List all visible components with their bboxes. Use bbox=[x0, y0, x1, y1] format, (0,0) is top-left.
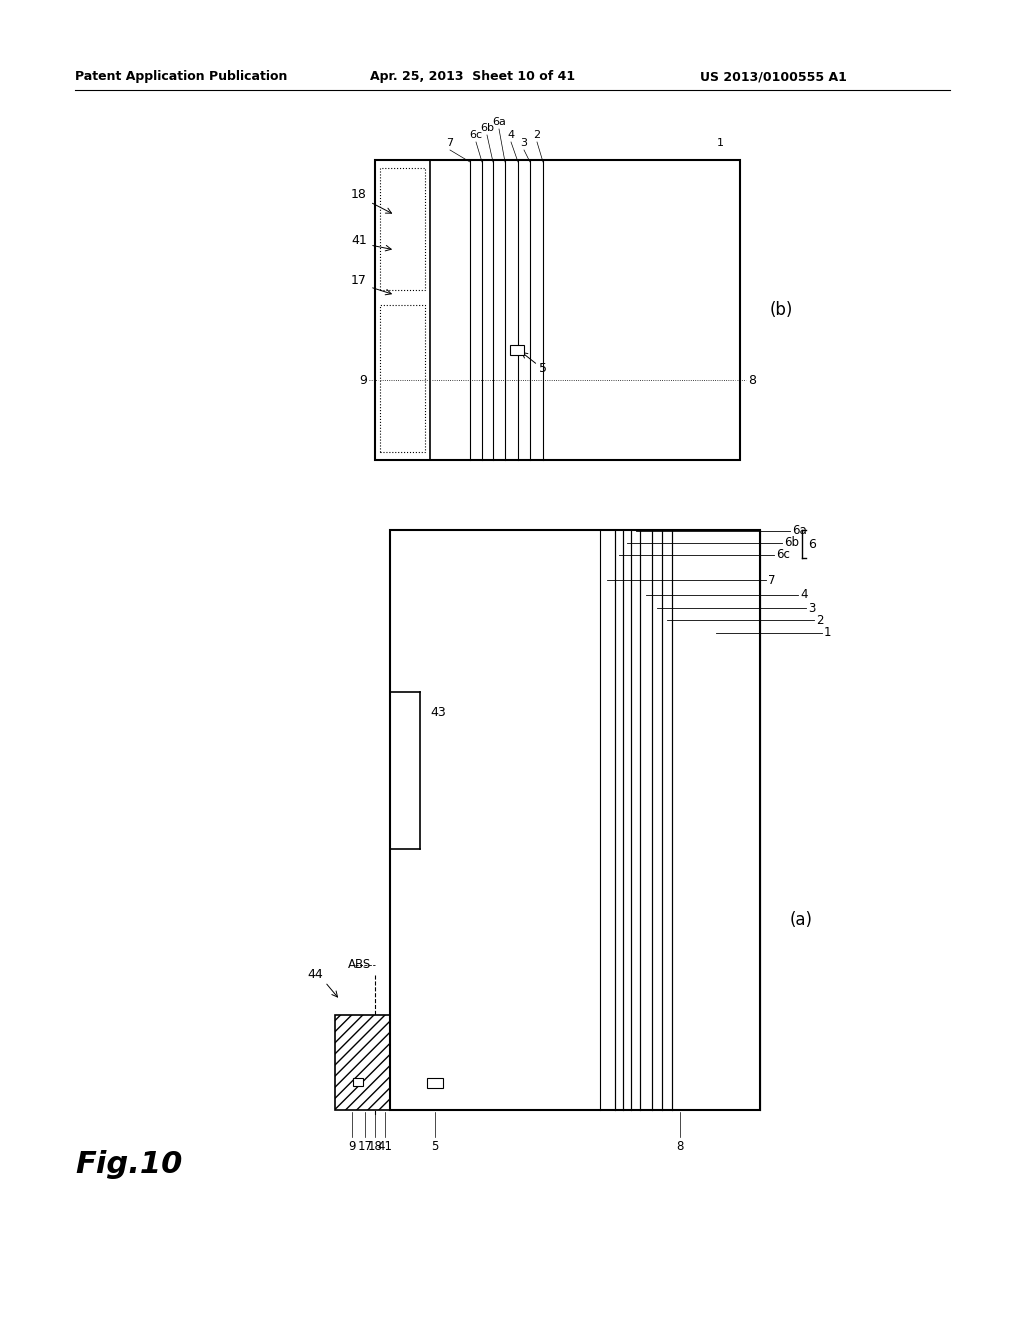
Text: 18: 18 bbox=[351, 189, 367, 202]
Bar bbox=[335, 1015, 390, 1110]
Bar bbox=[662, 531, 672, 1110]
Text: 1: 1 bbox=[824, 627, 831, 639]
Text: 9: 9 bbox=[348, 1140, 355, 1152]
Bar bbox=[672, 531, 760, 1110]
Text: 41: 41 bbox=[351, 234, 367, 247]
Text: 2: 2 bbox=[816, 614, 823, 627]
Text: 8: 8 bbox=[676, 1140, 684, 1152]
Text: 17: 17 bbox=[357, 1140, 373, 1152]
Text: 7: 7 bbox=[446, 139, 454, 148]
Text: (a): (a) bbox=[790, 911, 813, 929]
Bar bbox=[600, 531, 615, 1110]
Text: 2: 2 bbox=[534, 129, 541, 140]
Bar bbox=[390, 531, 760, 1110]
Bar bbox=[390, 531, 760, 1110]
Bar bbox=[380, 168, 425, 290]
Bar bbox=[652, 531, 662, 1110]
Text: 5: 5 bbox=[539, 362, 547, 375]
Text: 43: 43 bbox=[430, 705, 445, 718]
Text: 7: 7 bbox=[768, 573, 775, 586]
Bar bbox=[510, 345, 524, 355]
Text: 3: 3 bbox=[808, 602, 815, 615]
Text: 8: 8 bbox=[748, 374, 756, 387]
Text: 9: 9 bbox=[359, 374, 367, 387]
Bar bbox=[427, 1078, 443, 1088]
Bar bbox=[640, 531, 652, 1110]
Text: 5: 5 bbox=[431, 1140, 438, 1152]
Bar bbox=[623, 531, 631, 1110]
Text: 6b: 6b bbox=[784, 536, 799, 549]
Text: Patent Application Publication: Patent Application Publication bbox=[75, 70, 288, 83]
Bar bbox=[353, 1078, 362, 1086]
Text: 6b: 6b bbox=[480, 123, 494, 133]
Text: ABS: ABS bbox=[348, 958, 371, 972]
Text: US 2013/0100555 A1: US 2013/0100555 A1 bbox=[700, 70, 847, 83]
Text: (b): (b) bbox=[770, 301, 794, 319]
Text: 4: 4 bbox=[508, 129, 515, 140]
Text: 6c: 6c bbox=[776, 549, 790, 561]
Bar bbox=[380, 305, 425, 451]
Bar bbox=[390, 692, 420, 849]
Text: 18: 18 bbox=[368, 1140, 382, 1152]
Text: 3: 3 bbox=[520, 139, 527, 148]
Text: 6a: 6a bbox=[792, 524, 807, 537]
Text: Apr. 25, 2013  Sheet 10 of 41: Apr. 25, 2013 Sheet 10 of 41 bbox=[370, 70, 575, 83]
Text: 17: 17 bbox=[351, 273, 367, 286]
Text: 6c: 6c bbox=[469, 129, 482, 140]
Text: 44: 44 bbox=[307, 969, 323, 982]
Text: 4: 4 bbox=[800, 589, 808, 602]
Text: 6a: 6a bbox=[493, 117, 506, 127]
Bar bbox=[631, 531, 640, 1110]
Text: 6: 6 bbox=[808, 537, 816, 550]
Text: 41: 41 bbox=[378, 1140, 392, 1152]
Bar bbox=[615, 531, 623, 1110]
Text: 1: 1 bbox=[717, 139, 724, 148]
Text: Fig.10: Fig.10 bbox=[75, 1150, 182, 1179]
Bar bbox=[375, 160, 740, 459]
